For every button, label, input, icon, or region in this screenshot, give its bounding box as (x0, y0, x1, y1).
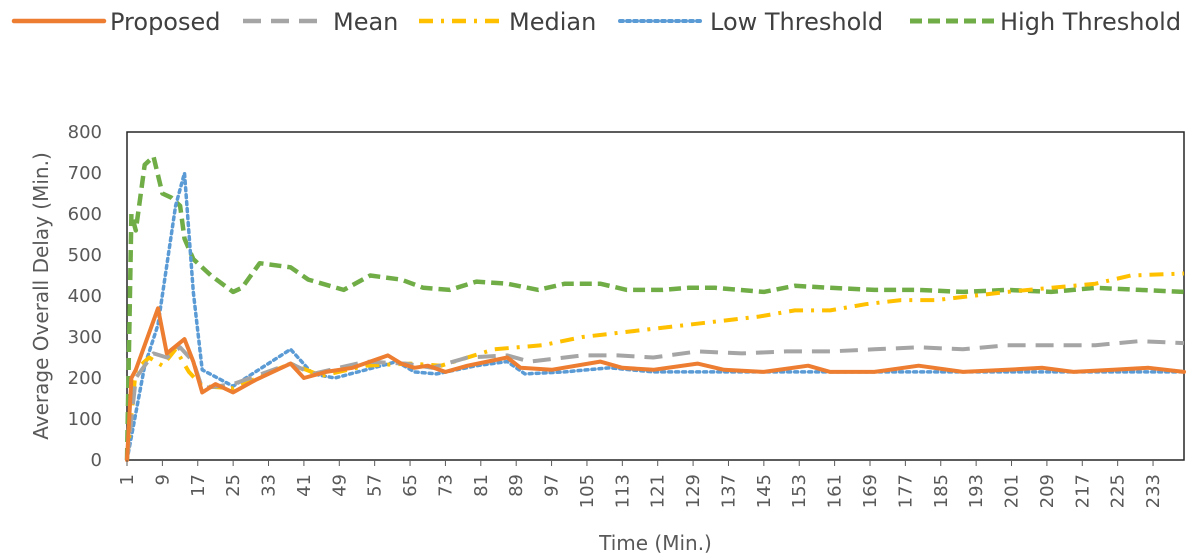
y-tick-label: 100 (68, 409, 102, 430)
x-axis-title: Time (Min.) (598, 531, 712, 555)
legend-item-proposed: Proposed (11, 8, 221, 36)
x-tick-label: 25 (223, 474, 244, 497)
x-tick-label: 97 (542, 474, 563, 497)
series-line-high-threshold (124, 154, 1185, 461)
plot-area-frame (126, 131, 1185, 461)
x-tick-label: 177 (895, 474, 916, 508)
x-tick-label: 73 (435, 474, 456, 497)
x-tick-label: 65 (400, 474, 421, 497)
y-tick-label: 800 (68, 122, 102, 143)
series-line-mean (125, 339, 1185, 461)
legend: Proposed Mean Median Low Threshold High Thre… (11, 8, 1181, 36)
x-tick-label: 89 (506, 474, 527, 497)
x-tick-label: 105 (577, 474, 598, 508)
x-tick-label: 217 (1072, 474, 1093, 508)
series-line-median (125, 271, 1185, 461)
x-tick-label: 49 (329, 474, 350, 497)
x-tick-label: 225 (1108, 474, 1129, 508)
legend-item-mean: Mean (243, 8, 398, 36)
y-tick-label: 0 (91, 450, 102, 471)
x-tick-label: 57 (365, 474, 386, 497)
y-tick-label: 200 (68, 368, 102, 389)
x-tick-label: 193 (966, 474, 987, 508)
x-tick-label: 33 (259, 474, 280, 497)
legend-item-low-threshold: Low Threshold (618, 8, 883, 36)
legend-item-median: Median (419, 8, 596, 36)
series-layer (124, 154, 1186, 462)
y-axis-title: Average Overall Delay (Min.) (29, 152, 53, 439)
x-tick-label: 169 (860, 474, 881, 508)
legend-label: Mean (333, 8, 398, 36)
x-tick-label: 129 (683, 474, 704, 508)
x-tick-label: 17 (188, 474, 209, 497)
x-tick-label: 201 (1002, 474, 1023, 508)
y-axis: 0 100 200 300 400 500 600 700 800 (68, 122, 102, 471)
x-tick-label: 145 (754, 474, 775, 508)
legend-label: Low Threshold (710, 8, 883, 36)
y-tick-label: 500 (68, 245, 102, 266)
series-line-low-threshold (125, 171, 1186, 462)
y-tick-label: 400 (68, 286, 102, 307)
legend-label: Proposed (110, 8, 221, 36)
x-tick-label: 233 (1143, 474, 1164, 508)
x-tick-label: 209 (1037, 474, 1058, 508)
legend-label: High Threshold (1000, 8, 1181, 36)
x-tick-label: 9 (152, 474, 173, 485)
x-tick-label: 121 (648, 474, 669, 508)
legend-item-high-threshold: High Threshold (910, 8, 1181, 36)
x-tick-label: 161 (825, 474, 846, 508)
x-tick-label: 137 (718, 474, 739, 508)
y-tick-label: 300 (68, 327, 102, 348)
legend-label: Median (509, 8, 596, 36)
x-tick-label: 153 (789, 474, 810, 508)
y-tick-label: 600 (68, 204, 102, 225)
x-tick-label: 81 (471, 474, 492, 497)
x-tick-label: 113 (612, 474, 633, 508)
x-tick-label: 185 (931, 474, 952, 508)
x-tick-label: 1 (117, 474, 138, 485)
x-tick-label: 41 (294, 474, 315, 497)
y-tick-label: 700 (68, 163, 102, 184)
x-axis: 1 9 17 25 33 41 49 57 65 73 81 89 97 105 113 121 129 137 1… (117, 460, 1164, 508)
series-line-proposed (125, 306, 1186, 462)
